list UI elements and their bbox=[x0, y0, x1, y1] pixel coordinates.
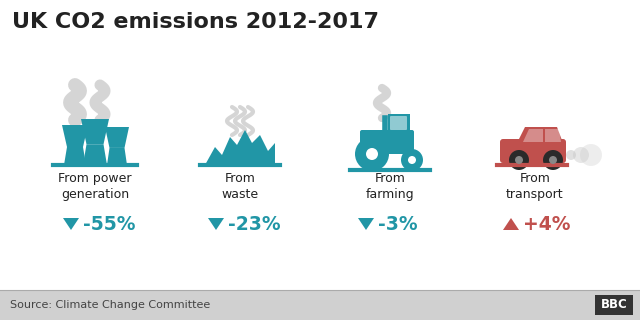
Polygon shape bbox=[62, 125, 88, 147]
Polygon shape bbox=[208, 218, 224, 230]
Text: +4%: +4% bbox=[523, 214, 570, 234]
Polygon shape bbox=[358, 218, 374, 230]
Text: -23%: -23% bbox=[228, 214, 280, 234]
FancyBboxPatch shape bbox=[360, 130, 414, 154]
Circle shape bbox=[573, 147, 589, 163]
Polygon shape bbox=[503, 218, 519, 230]
Text: From
transport: From transport bbox=[506, 172, 564, 201]
Polygon shape bbox=[105, 127, 129, 148]
Polygon shape bbox=[64, 147, 86, 165]
Circle shape bbox=[515, 156, 523, 164]
Polygon shape bbox=[205, 130, 275, 165]
Text: -3%: -3% bbox=[378, 214, 418, 234]
FancyBboxPatch shape bbox=[390, 116, 407, 130]
Circle shape bbox=[566, 150, 576, 160]
Circle shape bbox=[401, 149, 423, 171]
Circle shape bbox=[366, 148, 378, 160]
Text: From
waste: From waste bbox=[221, 172, 259, 201]
Polygon shape bbox=[523, 129, 543, 142]
Text: From power
generation: From power generation bbox=[58, 172, 132, 201]
Polygon shape bbox=[107, 148, 127, 165]
Text: BBC: BBC bbox=[600, 299, 627, 311]
Polygon shape bbox=[388, 114, 410, 132]
Circle shape bbox=[549, 156, 557, 164]
Text: UK CO2 emissions 2012-2017: UK CO2 emissions 2012-2017 bbox=[12, 12, 379, 32]
Polygon shape bbox=[81, 119, 109, 144]
Bar bbox=[0, 290, 640, 320]
Circle shape bbox=[355, 137, 389, 171]
Circle shape bbox=[543, 150, 563, 170]
Text: -55%: -55% bbox=[83, 214, 136, 234]
Polygon shape bbox=[83, 144, 107, 165]
Circle shape bbox=[408, 156, 416, 164]
FancyBboxPatch shape bbox=[500, 139, 566, 163]
Circle shape bbox=[509, 150, 529, 170]
Polygon shape bbox=[517, 127, 563, 143]
Text: Source: Climate Change Committee: Source: Climate Change Committee bbox=[10, 300, 211, 310]
Bar bbox=[595, 295, 633, 315]
Polygon shape bbox=[545, 129, 561, 142]
Circle shape bbox=[580, 144, 602, 166]
Text: From
farming: From farming bbox=[365, 172, 414, 201]
Polygon shape bbox=[63, 218, 79, 230]
